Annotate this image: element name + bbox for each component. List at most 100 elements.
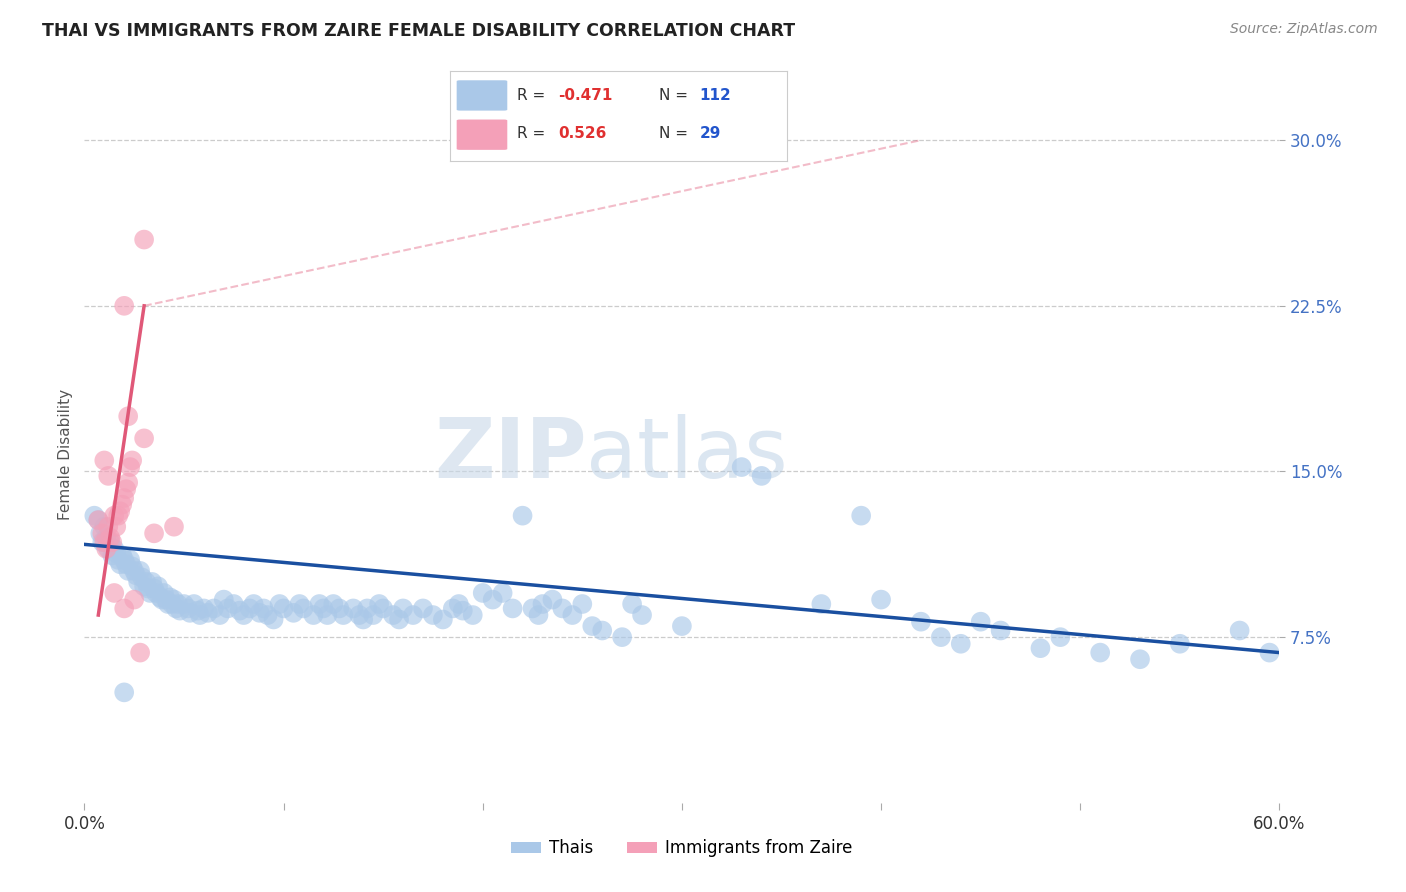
Point [1090, 646, 1112, 660]
Point [177, 601, 200, 615]
Point [145, 586, 167, 600]
Point [373, 601, 395, 615]
Point [98, 535, 121, 549]
Y-axis label: Female Disability: Female Disability [58, 389, 73, 521]
Point [229, 604, 252, 618]
Point [112, 601, 135, 615]
Point [97, 541, 120, 556]
Point [263, 612, 285, 626]
Point [441, 601, 464, 615]
Point [159, 591, 181, 605]
Point [89, 526, 111, 541]
Point [132, 431, 156, 445]
Point [112, 553, 135, 567]
Point [949, 637, 972, 651]
Point [1229, 624, 1251, 638]
Point [135, 574, 157, 589]
Point [571, 597, 593, 611]
Point [332, 608, 354, 623]
Point [232, 608, 254, 623]
Point [273, 601, 295, 615]
Point [110, 558, 132, 572]
Point [1029, 641, 1052, 656]
Point [208, 608, 231, 623]
Point [105, 519, 128, 533]
Point [117, 475, 139, 490]
Point [292, 601, 315, 615]
Point [242, 597, 264, 611]
Point [188, 608, 211, 623]
FancyBboxPatch shape [457, 120, 508, 150]
Point [112, 299, 135, 313]
Point [1168, 637, 1191, 651]
Point [361, 608, 384, 623]
Point [122, 592, 145, 607]
Text: -0.471: -0.471 [558, 88, 612, 103]
Point [131, 570, 153, 584]
Point [751, 469, 773, 483]
Point [120, 460, 142, 475]
Point [111, 549, 134, 563]
Point [127, 574, 149, 589]
Point [527, 608, 550, 623]
Legend: Thais, Immigrants from Zaire: Thais, Immigrants from Zaire [505, 833, 859, 864]
Point [929, 630, 952, 644]
Point [288, 597, 311, 611]
Point [83, 508, 105, 523]
Point [107, 508, 129, 523]
Point [249, 606, 271, 620]
Text: ZIP: ZIP [434, 415, 586, 495]
Point [132, 579, 156, 593]
Point [93, 519, 115, 533]
Text: R =: R = [517, 88, 551, 103]
Point [165, 601, 187, 615]
Point [851, 508, 873, 523]
Point [129, 564, 152, 578]
Point [193, 601, 215, 615]
Point [422, 608, 444, 623]
Point [631, 608, 654, 623]
Point [93, 453, 115, 467]
Text: R =: R = [517, 127, 551, 141]
Point [117, 409, 139, 424]
Point [531, 597, 554, 611]
Point [1129, 652, 1152, 666]
Point [117, 564, 139, 578]
Point [451, 604, 474, 618]
Point [551, 601, 574, 615]
Point [103, 586, 125, 600]
Point [492, 586, 515, 600]
Point [87, 513, 110, 527]
Point [870, 592, 893, 607]
Text: N =: N = [659, 127, 693, 141]
Point [125, 568, 148, 582]
Point [412, 601, 434, 615]
Point [107, 553, 129, 567]
Point [103, 541, 125, 556]
Point [183, 597, 205, 611]
Point [970, 615, 993, 629]
Point [541, 592, 564, 607]
Text: 112: 112 [700, 88, 731, 103]
Point [157, 597, 180, 611]
Point [253, 601, 276, 615]
Point [98, 531, 121, 545]
Point [432, 612, 454, 626]
Point [97, 469, 120, 483]
Point [136, 582, 159, 596]
Point [167, 597, 190, 611]
Point [160, 597, 183, 611]
Point [1049, 630, 1071, 644]
Text: THAI VS IMMIGRANTS FROM ZAIRE FEMALE DISABILITY CORRELATION CHART: THAI VS IMMIGRANTS FROM ZAIRE FEMALE DIS… [42, 22, 796, 40]
Point [93, 535, 115, 549]
Point [356, 601, 378, 615]
Point [129, 646, 152, 660]
Point [150, 592, 173, 607]
Text: N =: N = [659, 88, 693, 103]
Point [368, 597, 391, 611]
Point [471, 586, 494, 600]
Point [91, 526, 114, 541]
Point [101, 535, 124, 549]
Point [447, 597, 470, 611]
Point [990, 624, 1012, 638]
